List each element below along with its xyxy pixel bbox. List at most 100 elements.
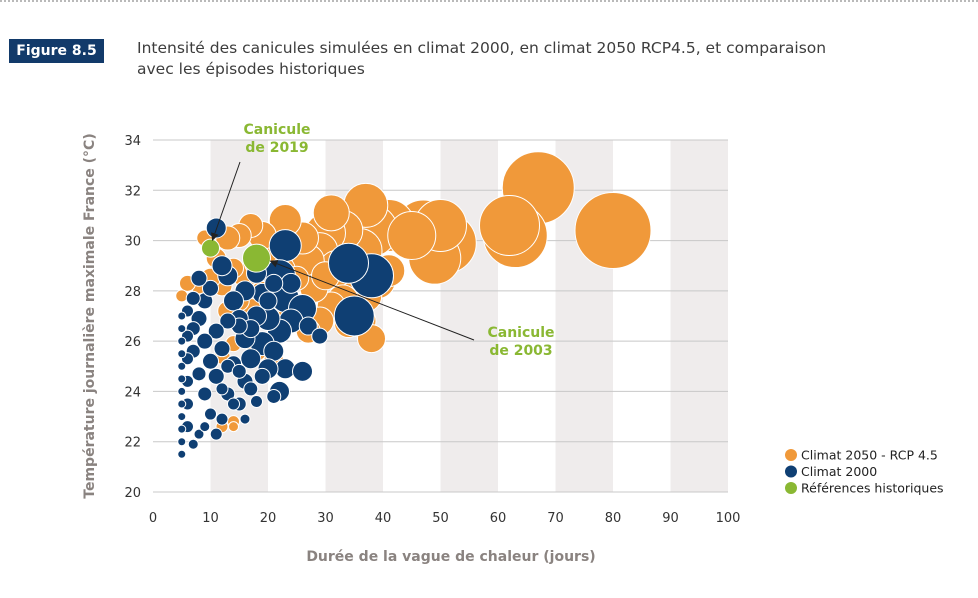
bubble-climat-2000 xyxy=(250,394,263,408)
x-tick-label: 60 xyxy=(490,511,507,526)
y-tick-label: 26 xyxy=(124,335,141,350)
bubble-climat-2000 xyxy=(209,427,223,441)
bubble-marks xyxy=(175,151,652,459)
x-tick-label: 40 xyxy=(375,511,392,526)
bubble-climat-2000 xyxy=(197,386,213,402)
legend-swatch xyxy=(785,465,797,478)
annotation-2019-arrow xyxy=(211,161,241,242)
bubble-historique xyxy=(201,238,220,258)
bubble-climat-2000 xyxy=(177,311,187,321)
y-tick-label: 32 xyxy=(124,184,141,199)
x-tick-label: 90 xyxy=(662,511,679,526)
annotation-2003-line2: de 2003 xyxy=(489,343,552,359)
x-tick-label: 30 xyxy=(317,511,334,526)
legend-swatch xyxy=(785,482,797,494)
bubble-climat-2000 xyxy=(202,279,219,297)
bubble-climat-2000 xyxy=(215,382,229,396)
annotation-2019-line1: Canicule xyxy=(243,122,310,138)
bubble-climat-2000 xyxy=(191,366,207,382)
figure-title: Intensité des canicules simulées en clim… xyxy=(137,38,937,80)
bubble-climat-2000 xyxy=(215,412,229,426)
x-tick-label: 70 xyxy=(547,511,564,526)
bubble-climat-2050 xyxy=(312,194,350,232)
y-axis-ticks: 20 22 24 26 28 30 32 34 xyxy=(124,134,141,501)
figure-title-line-2: avec les épisodes historiques xyxy=(137,60,365,78)
bubble-climat-2000 xyxy=(177,437,187,447)
figure-badge: Figure 8.5 xyxy=(9,39,104,63)
y-tick-label: 24 xyxy=(124,385,141,400)
bubble-climat-2000 xyxy=(193,428,205,440)
bubble-climat-2000 xyxy=(196,332,214,350)
bubble-climat-2000 xyxy=(240,348,262,370)
bubble-climat-2000 xyxy=(187,438,199,450)
bubble-climat-2000 xyxy=(333,295,375,337)
figure-title-line-1: Intensité des canicules simulées en clim… xyxy=(137,39,827,57)
x-tick-label: 0 xyxy=(149,511,157,526)
bubble-climat-2000 xyxy=(177,412,187,422)
bubble-climat-2050 xyxy=(387,211,437,261)
bubble-climat-2000 xyxy=(207,367,225,385)
x-tick-label: 80 xyxy=(605,511,622,526)
bubble-climat-2000 xyxy=(177,386,187,396)
bubble-climat-2000 xyxy=(280,272,302,294)
bubble-climat-2000 xyxy=(177,336,187,346)
bubble-climat-2000 xyxy=(177,349,187,359)
y-tick-label: 30 xyxy=(124,235,141,250)
bubble-climat-2000 xyxy=(177,374,187,384)
bubble-climat-2000 xyxy=(268,229,302,263)
bubble-climat-2000 xyxy=(311,327,329,345)
bubble-climat-2000 xyxy=(263,340,285,362)
annotation-2019-line2: de 2019 xyxy=(245,140,308,156)
bubble-climat-2000 xyxy=(231,363,247,379)
bubble-climat-2050 xyxy=(479,194,540,256)
bubble-historique xyxy=(242,243,271,273)
y-tick-label: 34 xyxy=(124,134,141,149)
bubble-climat-2000 xyxy=(264,273,284,293)
bubble-climat-2000 xyxy=(266,388,282,404)
legend-label: Climat 2050 - RCP 4.5 xyxy=(801,448,938,463)
y-tick-label: 28 xyxy=(124,285,141,300)
bubble-climat-2000 xyxy=(211,255,233,277)
bubble-climat-2000 xyxy=(219,312,237,330)
bubble-climat-2000 xyxy=(292,360,313,382)
y-axis-label: Température journalière maximale France … xyxy=(82,133,98,498)
bubble-climat-2000 xyxy=(207,322,225,340)
bubble-climat-2000 xyxy=(253,367,271,385)
y-tick-label: 22 xyxy=(124,436,141,451)
bubble-climat-2000 xyxy=(239,413,251,425)
x-tick-label: 100 xyxy=(716,511,741,526)
legend-label: Références historiques xyxy=(801,481,944,496)
top-dotted-divider xyxy=(0,0,978,2)
bubble-climat-2000 xyxy=(177,399,187,409)
bubble-climat-2000 xyxy=(298,316,318,336)
bubble-climat-2050 xyxy=(574,192,652,270)
annotation-2003-arrow xyxy=(269,259,475,341)
x-axis-label: Durée de la vague de chaleur (jours) xyxy=(306,549,595,565)
bubble-climat-2050 xyxy=(228,421,239,433)
bubble-climat-2000 xyxy=(328,242,369,284)
x-axis-ticks: 0 10 20 30 40 50 60 70 80 90 100 xyxy=(149,511,741,526)
bubble-climat-2000 xyxy=(185,290,201,306)
bubble-climat-2000 xyxy=(213,340,231,358)
bubble-climat-2000 xyxy=(177,361,187,371)
bubble-climat-2000 xyxy=(202,352,219,370)
bubble-climat-2000 xyxy=(177,449,187,459)
x-tick-label: 20 xyxy=(260,511,277,526)
chart-annotations: Canicule de 2019 Canicule de 2003 xyxy=(211,122,555,359)
x-tick-label: 10 xyxy=(202,511,219,526)
bubble-climat-2000 xyxy=(243,381,259,397)
bubble-climat-2000 xyxy=(227,397,240,411)
bubble-climat-2000 xyxy=(204,407,217,421)
chart-stripe xyxy=(440,140,498,492)
legend-label: Climat 2000 xyxy=(801,464,877,479)
bubble-climat-2000 xyxy=(199,421,211,433)
bubble-climat-2000 xyxy=(258,291,278,311)
annotation-2003-line1: Canicule xyxy=(487,325,554,341)
chart-stripe xyxy=(670,140,728,492)
bubble-climat-2000 xyxy=(223,290,244,312)
bubble-climat-2000 xyxy=(177,424,187,434)
y-tick-label: 20 xyxy=(124,486,141,501)
x-tick-label: 50 xyxy=(432,511,449,526)
